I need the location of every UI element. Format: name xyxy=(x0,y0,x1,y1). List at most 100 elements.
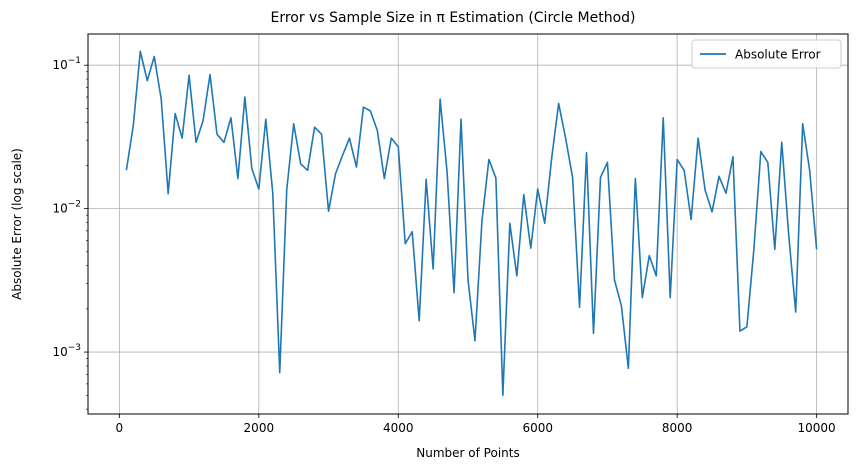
data-point xyxy=(669,297,671,299)
data-point xyxy=(579,307,581,309)
data-point xyxy=(509,223,511,225)
data-point xyxy=(279,372,281,374)
data-point xyxy=(377,130,379,132)
y-tick-exponent: −1 xyxy=(68,56,81,66)
x-tick-label: 10000 xyxy=(798,421,836,435)
data-point xyxy=(356,166,358,168)
y-axis-label: Absolute Error (log scale) xyxy=(10,148,24,300)
data-point xyxy=(774,249,776,251)
data-point xyxy=(732,156,734,158)
data-point xyxy=(572,177,574,179)
data-point xyxy=(488,159,490,161)
data-point xyxy=(181,137,183,139)
data-point xyxy=(425,179,427,181)
y-tick-base: 10 xyxy=(52,202,67,216)
data-point xyxy=(781,142,783,144)
data-point xyxy=(628,368,630,370)
x-tick-label: 0 xyxy=(116,421,124,435)
data-point xyxy=(495,177,497,179)
data-point xyxy=(286,189,288,191)
data-point xyxy=(300,163,302,165)
data-point xyxy=(523,194,525,196)
data-point xyxy=(418,320,420,322)
data-point xyxy=(558,103,560,105)
x-tick-label: 6000 xyxy=(522,421,553,435)
x-tick-label: 8000 xyxy=(662,421,693,435)
data-point xyxy=(614,279,616,281)
data-point xyxy=(704,189,706,191)
data-point xyxy=(481,220,483,222)
data-point xyxy=(244,96,246,98)
data-point xyxy=(676,159,678,161)
data-point xyxy=(739,330,741,332)
y-tick-exponent: −3 xyxy=(68,343,81,353)
data-point xyxy=(635,178,637,180)
data-point xyxy=(195,142,197,144)
data-point xyxy=(746,326,748,328)
data-point xyxy=(586,152,588,154)
data-point xyxy=(307,170,309,172)
data-point xyxy=(565,137,567,139)
data-point xyxy=(718,176,720,178)
data-point xyxy=(816,249,818,251)
data-point xyxy=(251,168,253,170)
data-point xyxy=(139,50,141,52)
y-tick-label: 10−1 xyxy=(52,56,81,72)
data-point xyxy=(642,297,644,299)
data-point xyxy=(160,98,162,100)
data-point xyxy=(153,56,155,58)
series-line-absolute-error xyxy=(125,50,818,397)
data-point xyxy=(662,117,664,119)
data-point xyxy=(216,133,218,135)
data-point xyxy=(600,177,602,179)
data-point xyxy=(314,126,316,128)
data-point xyxy=(293,123,295,125)
data-point xyxy=(530,247,532,249)
data-point xyxy=(202,120,204,122)
data-point xyxy=(467,279,469,281)
data-point xyxy=(502,394,504,396)
data-point xyxy=(802,123,804,125)
data-point xyxy=(655,275,657,277)
data-point xyxy=(725,192,727,194)
data-point xyxy=(648,255,650,257)
data-point xyxy=(753,249,755,251)
data-point xyxy=(370,110,372,112)
data-point xyxy=(328,210,330,212)
plot-area xyxy=(125,50,818,397)
axes-frame xyxy=(87,33,849,415)
data-point xyxy=(621,305,623,307)
data-point xyxy=(474,340,476,342)
data-point xyxy=(391,137,393,139)
data-point xyxy=(593,333,595,335)
x-axis-label: Number of Points xyxy=(416,446,519,460)
data-point xyxy=(133,125,135,127)
data-point xyxy=(460,118,462,120)
data-point xyxy=(223,142,225,144)
data-point xyxy=(432,268,434,270)
data-point xyxy=(167,193,169,195)
data-point xyxy=(697,137,699,139)
legend-box xyxy=(691,39,842,69)
data-point xyxy=(544,223,546,225)
y-tick-label: 10−3 xyxy=(52,343,81,359)
data-point xyxy=(174,113,176,115)
data-point xyxy=(809,170,811,172)
data-point xyxy=(237,178,239,180)
x-tick-label: 4000 xyxy=(383,421,414,435)
data-point xyxy=(230,117,232,119)
y-tick-base: 10 xyxy=(52,345,67,359)
data-point xyxy=(258,188,260,190)
data-point xyxy=(683,170,685,172)
data-point xyxy=(349,137,351,139)
data-point xyxy=(760,151,762,153)
data-point xyxy=(321,133,323,135)
data-point xyxy=(711,211,713,213)
chart-title: Error vs Sample Size in π Estimation (Ci… xyxy=(270,10,635,26)
y-tick-label: 10−2 xyxy=(52,200,81,216)
data-point xyxy=(265,118,267,120)
data-point xyxy=(690,219,692,221)
